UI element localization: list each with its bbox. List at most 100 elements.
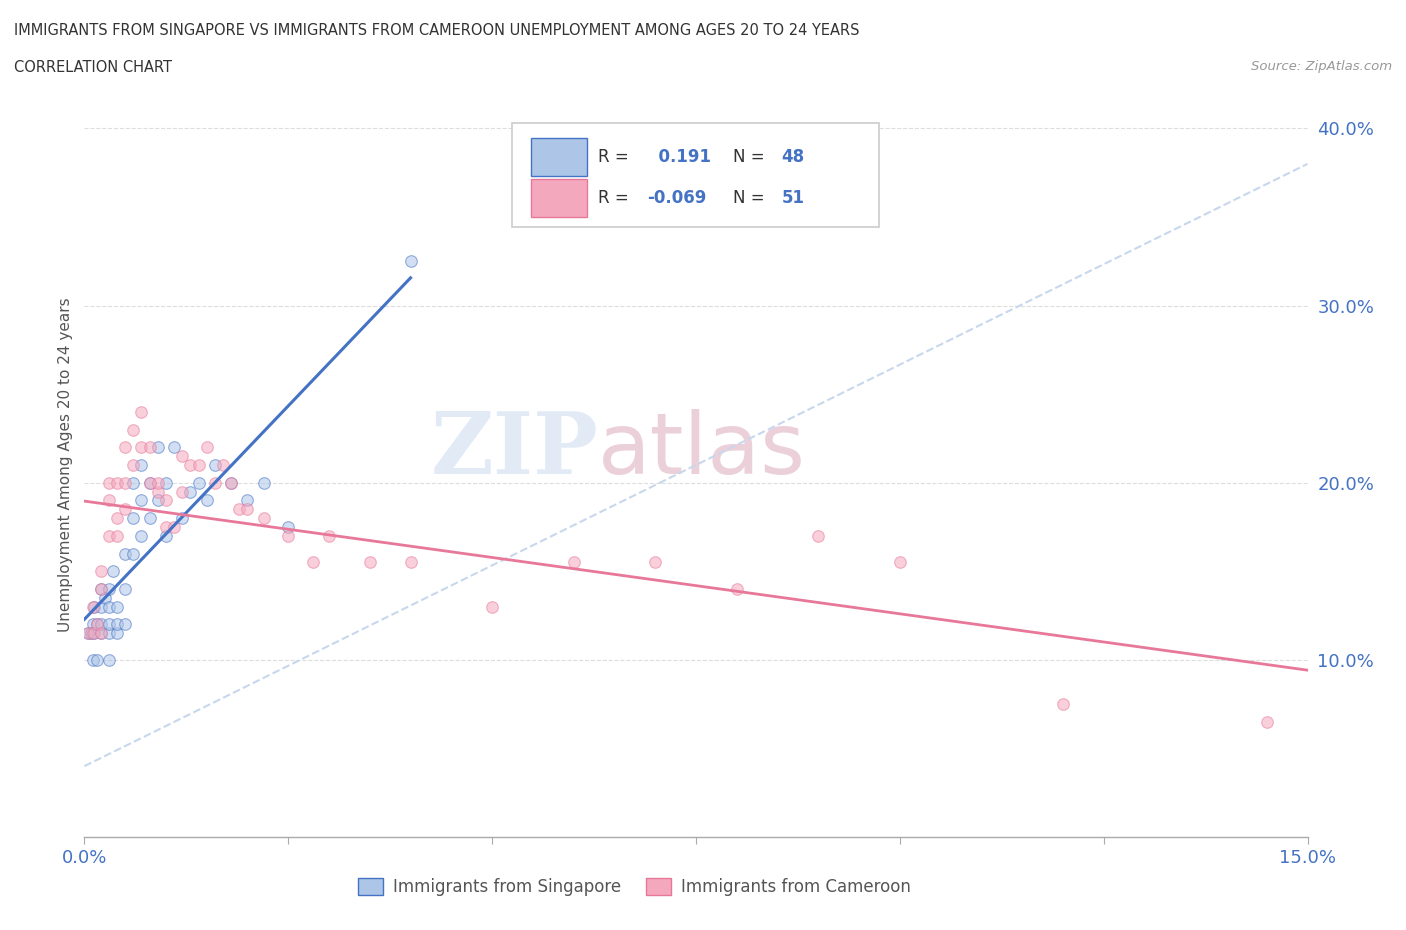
Text: ZIP: ZIP (430, 408, 598, 492)
Point (138, 511, 160, 525)
Point (90, 564, 112, 578)
Point (131, 493, 153, 508)
Point (80, 626, 103, 641)
Text: R =: R = (598, 148, 628, 166)
Point (83, 626, 105, 641)
Point (399, 254, 422, 269)
Point (219, 475, 242, 490)
Point (277, 520, 299, 535)
Point (146, 485, 169, 499)
Point (131, 528, 153, 543)
Text: atlas: atlas (598, 408, 806, 492)
Text: IMMIGRANTS FROM SINGAPORE VS IMMIGRANTS FROM CAMEROON UNEMPLOYMENT AMONG AGES 20: IMMIGRANTS FROM SINGAPORE VS IMMIGRANTS … (14, 23, 859, 38)
Point (301, 555, 323, 570)
Point (807, 528, 830, 543)
Point (1052, 697, 1074, 711)
Point (93, 591, 115, 605)
Point (146, 440, 169, 455)
Point (90, 626, 112, 641)
Point (114, 581, 136, 596)
Legend: Immigrants from Singapore, Immigrants from Cameroon: Immigrants from Singapore, Immigrants fr… (352, 871, 918, 903)
Point (236, 493, 259, 508)
Point (131, 458, 153, 472)
Point (105, 475, 128, 490)
Point (122, 458, 145, 472)
Point (97, 528, 120, 543)
Point (90, 581, 112, 596)
Point (204, 475, 226, 490)
Text: CORRELATION CHART: CORRELATION CHART (14, 60, 172, 75)
Point (105, 599, 128, 614)
Text: 48: 48 (782, 148, 804, 166)
Point (277, 528, 299, 543)
Point (212, 458, 235, 472)
Point (146, 493, 169, 508)
Point (86, 617, 108, 631)
Point (155, 528, 177, 543)
Text: 0.191: 0.191 (647, 148, 711, 166)
Point (114, 546, 136, 561)
Point (114, 502, 136, 517)
Point (122, 422, 145, 437)
Point (97, 653, 120, 668)
Point (101, 564, 124, 578)
Point (172, 511, 194, 525)
Text: 51: 51 (782, 189, 804, 206)
Point (122, 511, 145, 525)
Point (97, 475, 120, 490)
Y-axis label: Unemployment Among Ages 20 to 24 years: Unemployment Among Ages 20 to 24 years (58, 298, 73, 632)
Point (77, 626, 100, 641)
Point (195, 440, 218, 455)
Point (90, 626, 112, 641)
Point (725, 581, 748, 596)
Point (138, 475, 160, 490)
Point (114, 617, 136, 631)
Point (122, 475, 145, 490)
Point (219, 475, 242, 490)
Point (131, 440, 153, 455)
Point (131, 405, 153, 419)
Point (138, 475, 160, 490)
Point (562, 555, 585, 570)
Point (82, 653, 104, 668)
Point (77, 626, 100, 641)
Point (146, 475, 169, 490)
Point (399, 555, 422, 570)
Point (90, 617, 112, 631)
Point (187, 458, 209, 472)
Point (163, 440, 186, 455)
Point (644, 555, 666, 570)
FancyBboxPatch shape (531, 138, 588, 177)
Point (179, 458, 201, 472)
Point (97, 599, 120, 614)
Text: Source: ZipAtlas.com: Source: ZipAtlas.com (1251, 60, 1392, 73)
Point (114, 475, 136, 490)
Point (155, 475, 177, 490)
Point (97, 493, 120, 508)
Point (155, 493, 177, 508)
Point (86, 653, 108, 668)
Point (195, 493, 218, 508)
Point (187, 475, 209, 490)
Point (97, 581, 120, 596)
Point (253, 475, 276, 490)
Point (90, 599, 112, 614)
Point (318, 528, 340, 543)
Point (204, 458, 226, 472)
Point (179, 485, 201, 499)
Point (359, 555, 381, 570)
Text: N =: N = (733, 148, 765, 166)
Text: N =: N = (733, 189, 765, 206)
Text: R =: R = (598, 189, 628, 206)
Point (889, 555, 911, 570)
Point (82, 626, 104, 641)
Point (82, 599, 104, 614)
Point (86, 617, 108, 631)
Point (105, 626, 128, 641)
Point (122, 546, 145, 561)
Point (114, 440, 136, 455)
Point (83, 599, 105, 614)
Point (105, 511, 128, 525)
Point (82, 617, 104, 631)
Point (1256, 714, 1278, 729)
